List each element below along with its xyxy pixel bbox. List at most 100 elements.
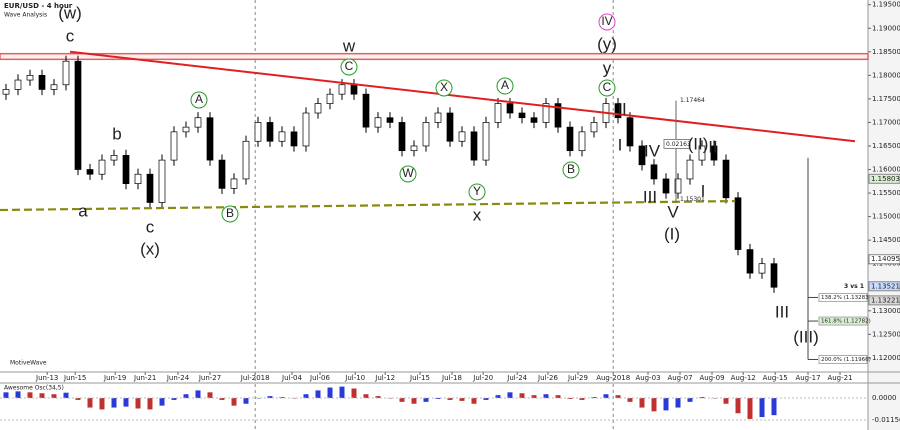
wave-circle <box>468 183 486 201</box>
osc-bar <box>231 398 237 406</box>
trendline <box>0 199 736 212</box>
osc-bar <box>543 394 549 399</box>
candle-body <box>758 263 766 274</box>
fib-label: 161.8% (1.12782) <box>821 319 871 325</box>
price-marker-label: 1.13521 <box>871 282 900 290</box>
osc-bar <box>735 398 741 414</box>
candle-body <box>110 155 118 161</box>
candle-body <box>122 155 130 184</box>
y-tick-label: 1.18500 <box>872 48 900 56</box>
fib-box <box>818 316 868 326</box>
candle-body <box>554 103 562 128</box>
candle-body <box>470 131 478 161</box>
x-tick-label: Jul-15 <box>409 374 430 382</box>
wave-circle <box>562 161 580 179</box>
measure-box <box>663 139 691 150</box>
candle-body <box>14 79 22 90</box>
x-tick-label: Jul-06 <box>309 374 330 382</box>
measure-range: 0.02163 <box>666 141 691 148</box>
y-tick-label: 1.18000 <box>872 71 900 79</box>
fib-label: 200.0% (1.11966) <box>821 357 871 363</box>
candle-body <box>710 145 718 161</box>
candle-body <box>278 131 286 142</box>
wave-label: I <box>701 181 706 200</box>
osc-bar <box>15 391 21 399</box>
candle-body <box>242 140 250 180</box>
candle-body <box>290 131 298 147</box>
candle-body <box>722 159 730 199</box>
x-tick-label: Jul-26 <box>537 374 558 382</box>
wave-label: A <box>501 78 509 92</box>
wave-label: C <box>603 80 612 94</box>
x-tick-label: Aug-17 <box>795 374 820 382</box>
osc-bar <box>495 395 501 399</box>
wave-label: (x) <box>140 239 160 258</box>
candle-body <box>50 84 58 90</box>
osc-bar <box>471 398 477 404</box>
axis-panel <box>868 0 900 430</box>
x-tick-label: Jul-29 <box>567 374 588 382</box>
candle-body <box>650 164 658 180</box>
fib-box <box>818 292 868 302</box>
candle-body <box>230 178 238 189</box>
price-marker-label: 1.14095 <box>871 255 900 263</box>
wave-circle <box>598 13 616 31</box>
candle-body <box>182 126 190 133</box>
wave-label: w <box>342 36 356 55</box>
candle-body <box>626 117 634 147</box>
x-tick-label: Jul-10 <box>344 374 365 382</box>
x-tick-label: Jun-19 <box>103 374 126 382</box>
osc-bar <box>423 398 429 402</box>
candle-body <box>686 159 694 180</box>
trendline <box>69 50 856 143</box>
candle-body <box>338 84 346 95</box>
osc-bar <box>375 396 381 399</box>
x-tick-label: Jul-04 <box>281 374 302 382</box>
y-tick-label: 1.16500 <box>872 142 900 150</box>
osc-bar <box>615 395 621 399</box>
osc-bar <box>759 398 765 418</box>
candle-body <box>542 103 550 123</box>
candle-body <box>386 117 394 123</box>
osc-bar <box>771 398 777 416</box>
x-tick-label: Jun-21 <box>133 374 156 382</box>
wave-circle <box>496 77 514 95</box>
candle-body <box>614 103 622 119</box>
candle-body <box>134 173 142 184</box>
candle-body <box>494 103 502 123</box>
osc-title: Awesome Osc(34,5) <box>4 385 64 392</box>
osc-bar <box>651 398 657 412</box>
candle-body <box>218 159 226 189</box>
osc-bar <box>147 398 153 410</box>
wave-circle <box>190 91 208 109</box>
wave-label: B <box>226 206 234 220</box>
candle-body <box>254 122 262 142</box>
x-tick-label: Aug-09 <box>699 374 724 382</box>
osc-bar <box>51 394 57 399</box>
osc-bar <box>3 392 9 399</box>
wave-label: a <box>78 201 88 220</box>
osc-bar <box>135 398 141 409</box>
candle-body <box>422 122 430 147</box>
x-tick-label: Jul-18 <box>441 374 462 382</box>
osc-bar <box>39 393 45 399</box>
osc-bar <box>459 398 465 401</box>
osc-bar <box>27 392 33 399</box>
osc-bar <box>123 398 129 407</box>
candle-body <box>770 263 778 288</box>
osc-bar <box>63 392 69 399</box>
candle-body <box>38 74 46 90</box>
osc-bar <box>111 398 117 408</box>
candle-body <box>314 103 322 114</box>
osc-bar <box>303 394 309 399</box>
candle-body <box>458 131 466 142</box>
fib-label: 138.2% (1.13283) <box>821 295 871 301</box>
candle-body <box>194 117 202 128</box>
measure-low: 1.15301 <box>680 196 705 203</box>
wave-label: (y) <box>597 34 617 53</box>
resistance-zone <box>0 52 869 61</box>
wave-label: (II) <box>688 134 709 153</box>
wave-circle <box>399 165 417 183</box>
price-marker-label: 1.15803 <box>871 175 900 183</box>
